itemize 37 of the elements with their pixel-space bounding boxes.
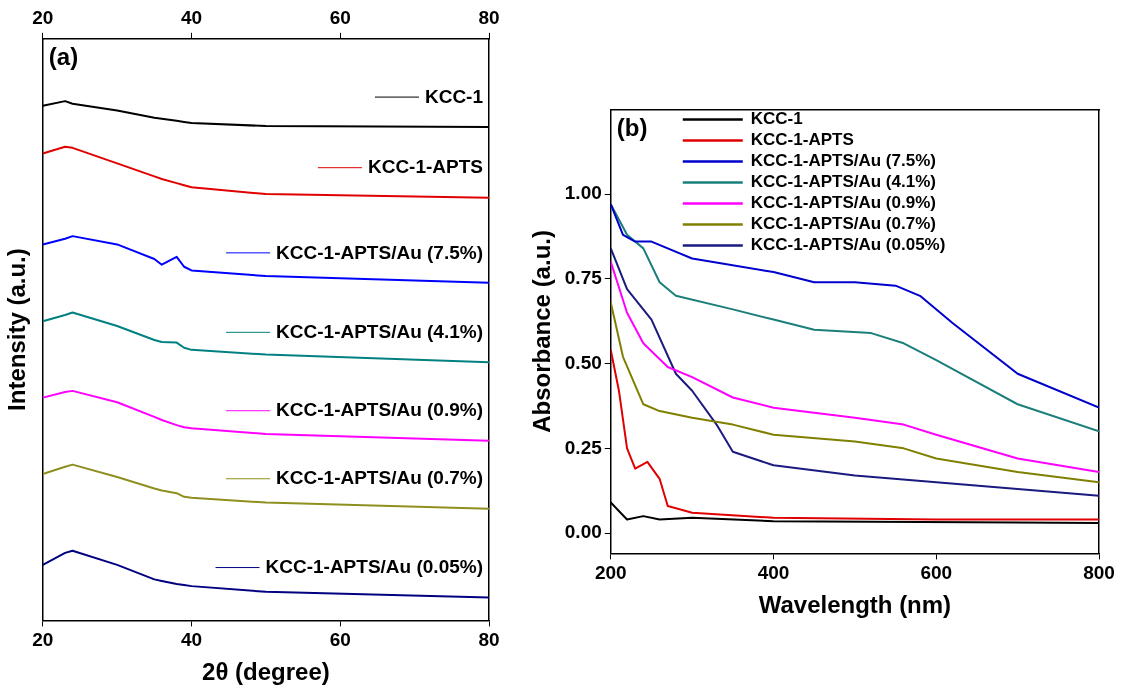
y-tick-label: 0.75 (564, 267, 603, 289)
legend-label: KCC-1-APTS (750, 130, 854, 150)
legend-label: KCC-1-APTS/Au (4.1%) (750, 172, 936, 192)
x2-tick-label: 60 (329, 6, 351, 28)
legend-label: KCC-1-APTS/Au (7.5%) (276, 241, 483, 263)
x-tick-label: 20 (32, 629, 54, 651)
annotation: (b) (616, 114, 648, 142)
legend-label: KCC-1-APTS/Au (0.05%) (750, 235, 946, 255)
y-tick-label: 0.50 (564, 351, 602, 373)
x2-tick-label: 40 (180, 6, 203, 28)
x-tick-label: 40 (180, 629, 203, 651)
y-tick-label: 1.00 (564, 182, 602, 204)
legend-label: KCC-1 (750, 109, 803, 129)
text: (a) (48, 43, 79, 71)
legend-label: KCC-1-APTS/Au (0.05%) (265, 556, 483, 578)
y-tick-label: 0.00 (564, 521, 602, 543)
x-tick-label: 80 (478, 629, 500, 651)
x-tick-label: 400 (757, 562, 790, 584)
legend-label: KCC-1-APTS/Au (7.5%) (750, 151, 936, 171)
x-tick-label: 600 (920, 562, 953, 584)
legend-label: KCC-1-APTS/Au (0.9%) (750, 193, 936, 213)
y-tick-label: 0.25 (564, 436, 603, 458)
x2-tick-label: 20 (32, 6, 54, 28)
x-tick-label: 200 (594, 562, 627, 584)
x-tick-label: 800 (1083, 562, 1115, 584)
x-tick-label: 60 (329, 629, 351, 651)
legend-label: KCC-1 (424, 85, 484, 107)
legend-label: KCC-1-APTS/Au (0.9%) (276, 399, 483, 421)
y-axis-title: Intensity (a.u.) (3, 248, 31, 411)
legend-label: KCC-1-APTS/Au (0.7%) (276, 467, 483, 489)
legend-label: KCC-1-APTS/Au (0.7%) (750, 214, 936, 234)
x-axis-title: Wavelength (nm) (758, 591, 952, 619)
x2-tick-label: 80 (478, 6, 500, 28)
x-axis-title: 2θ (degree) (202, 658, 330, 686)
legend-label: KCC-1-APTS (367, 156, 483, 178)
legend-label: KCC-1-APTS/Au (4.1%) (276, 321, 483, 343)
y-axis-title: Absorbance (a.u.) (528, 230, 556, 433)
